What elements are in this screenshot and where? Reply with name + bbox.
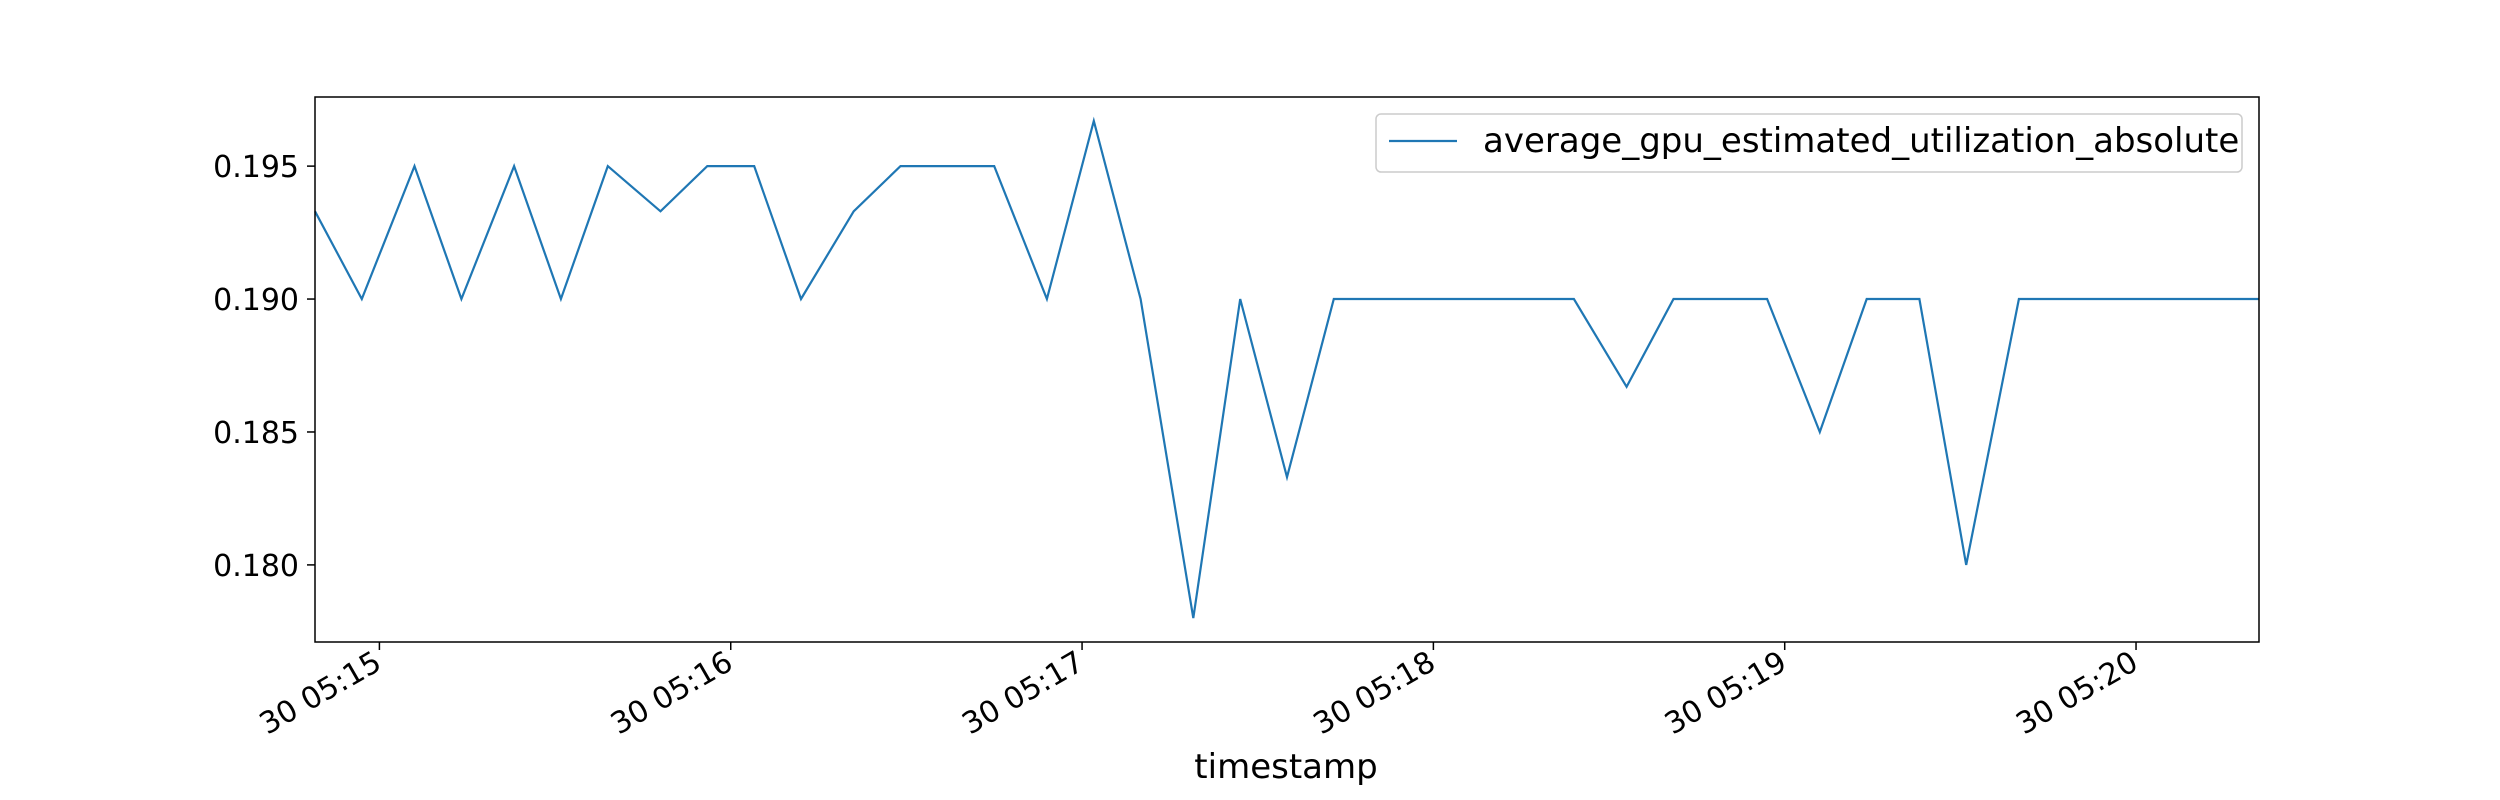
legend-label: average_gpu_estimated_utilization_absolu… — [1483, 121, 2239, 161]
legend: average_gpu_estimated_utilization_absolu… — [1375, 113, 2243, 173]
plot-area — [314, 96, 2260, 643]
x-tick-label: 30 05:16 — [605, 645, 739, 742]
series-line — [314, 116, 2259, 619]
y-tick-label: 0.180 — [213, 549, 299, 584]
x-tick-label: 30 05:15 — [254, 645, 388, 742]
y-tick-label: 0.185 — [213, 416, 299, 451]
legend-box — [1375, 113, 2243, 173]
axes-frame — [314, 96, 2260, 643]
y-tick-label: 0.195 — [213, 150, 299, 185]
x-tick-label: 30 05:18 — [1308, 645, 1442, 742]
x-tick-label: 30 05:19 — [1659, 645, 1793, 742]
y-axis: 0.180 0.185 0.190 0.195 — [213, 150, 315, 584]
y-tick-label: 0.190 — [213, 283, 299, 318]
x-tick-label: 30 05:17 — [956, 645, 1090, 742]
x-axis-label: timestamp — [1194, 747, 1377, 787]
x-axis: 30 05:15 30 05:16 30 05:17 30 05:18 30 05:19… — [254, 642, 2144, 742]
x-tick-label: 30 05:20 — [2010, 645, 2144, 742]
